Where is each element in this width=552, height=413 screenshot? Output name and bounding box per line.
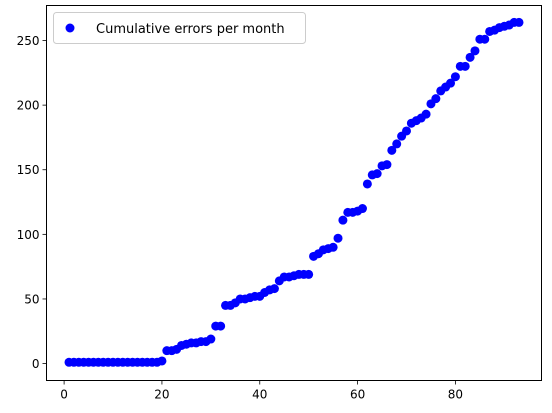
- data-point: [450, 72, 460, 82]
- data-point: [372, 169, 382, 179]
- y-axis-ticks: 0 50 100 150 200 250: [17, 34, 47, 371]
- plot-area: [46, 5, 542, 381]
- data-point: [333, 233, 343, 243]
- data-point: [480, 34, 490, 44]
- data-point: [269, 284, 279, 294]
- y-tick-label: 200: [17, 99, 40, 113]
- data-point: [470, 46, 480, 56]
- x-axis-ticks: 0 20 40 60 80: [60, 380, 463, 402]
- x-tick-label: 20: [154, 388, 169, 402]
- legend-label: Cumulative errors per month: [96, 22, 285, 37]
- x-tick-label: 60: [350, 388, 365, 402]
- y-tick-label: 50: [24, 292, 39, 306]
- data-point: [431, 94, 441, 104]
- data-point: [216, 321, 226, 331]
- legend-marker: [65, 23, 75, 33]
- data-point: [338, 215, 348, 225]
- plot-frame: [46, 5, 542, 381]
- y-tick-label: 150: [17, 163, 40, 177]
- x-tick-label: 80: [448, 388, 463, 402]
- data-point: [157, 356, 167, 366]
- data-point: [446, 78, 456, 88]
- y-tick-label: 0: [32, 357, 40, 371]
- x-tick-label: 0: [60, 388, 68, 402]
- data-point: [387, 145, 397, 155]
- data-points: [64, 17, 524, 367]
- legend: Cumulative errors per month: [53, 12, 306, 44]
- data-point: [465, 52, 475, 62]
- data-point: [514, 17, 524, 27]
- y-tick-label: 100: [17, 228, 40, 242]
- data-point: [206, 334, 216, 344]
- data-point: [460, 61, 470, 71]
- data-point: [304, 269, 314, 279]
- x-tick-label: 40: [252, 388, 267, 402]
- data-point: [382, 160, 392, 170]
- legend-box: [53, 12, 306, 44]
- data-point: [402, 126, 411, 136]
- data-point: [421, 109, 431, 119]
- y-tick-label: 250: [17, 34, 40, 48]
- data-point: [357, 204, 367, 214]
- data-point: [328, 242, 338, 252]
- data-point: [392, 139, 402, 149]
- data-point: [362, 179, 372, 189]
